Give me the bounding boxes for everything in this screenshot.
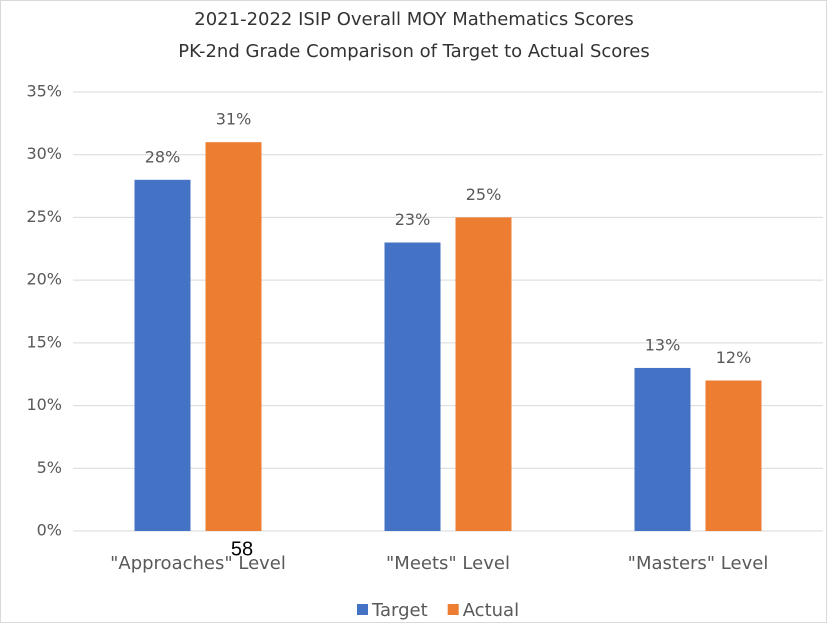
y-tick-label: 15% [26, 332, 62, 351]
annotation: 58 [231, 538, 253, 560]
bar [134, 179, 191, 532]
y-tick-label: 25% [26, 207, 62, 226]
y-tick-label: 10% [26, 395, 62, 414]
x-tick-label: "Approaches" Level [110, 553, 286, 574]
bar [634, 367, 691, 531]
legend-swatch [357, 604, 368, 615]
data-label: 23% [395, 210, 431, 229]
bar [455, 217, 512, 531]
bar [384, 242, 441, 531]
bar [205, 142, 262, 531]
legend-swatch [447, 604, 459, 615]
data-label: 13% [645, 335, 681, 354]
legend-label: Actual [463, 600, 519, 621]
bar [705, 380, 762, 531]
x-tick-label: "Masters" Level [628, 553, 769, 574]
y-tick-label: 0% [37, 521, 62, 540]
data-label: 28% [145, 147, 181, 166]
y-tick-label: 20% [26, 270, 62, 289]
data-label: 31% [216, 110, 252, 129]
data-label: 12% [716, 348, 752, 367]
y-tick-label: 30% [26, 144, 62, 163]
y-tick-label: 5% [37, 458, 62, 477]
data-label: 25% [466, 185, 502, 204]
chart-title: 2021-2022 ISIP Overall MOY Mathematics S… [194, 9, 633, 30]
x-tick-label: "Meets" Level [386, 553, 510, 574]
legend-label: Target [371, 600, 428, 621]
y-tick-label: 35% [26, 82, 62, 101]
chart-subtitle: PK-2nd Grade Comparison of Target to Act… [178, 41, 650, 62]
